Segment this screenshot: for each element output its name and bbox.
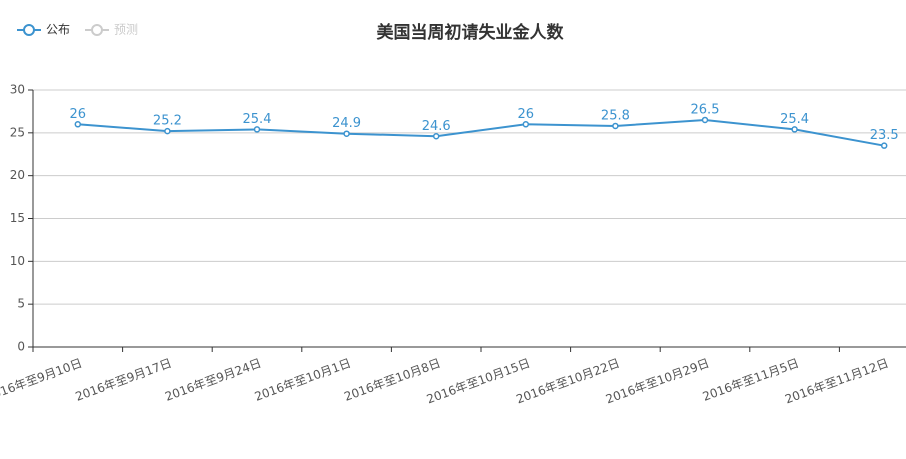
- data-label: 24.6: [422, 119, 451, 134]
- y-tick-label: 25: [10, 125, 25, 139]
- y-tick-label: 20: [10, 168, 25, 182]
- point: [522, 121, 530, 128]
- x-tick-label: 2016年至10月1日: [253, 356, 353, 404]
- y-tick-label: 10: [10, 254, 25, 268]
- point: [880, 142, 888, 149]
- point: [164, 127, 171, 135]
- data-label: 25.8: [601, 108, 630, 123]
- legend-label: 公布: [46, 23, 70, 37]
- series-line: [77, 118, 885, 147]
- data-label: 25.4: [780, 112, 809, 127]
- point: [701, 116, 709, 124]
- chart-title: 美国当周初请失业金人数: [377, 22, 565, 43]
- y-tick-label: 30: [10, 83, 25, 97]
- x-tick-label: 2016年至9月24日: [163, 356, 263, 404]
- data-label: 25.4: [243, 112, 272, 127]
- y-tick-label: 5: [17, 297, 25, 311]
- x-tick-label: 2016年至10月29日: [604, 356, 711, 406]
- point: [343, 130, 350, 137]
- data-label: 25.2: [153, 114, 182, 129]
- x-tick-label: 2016年至9月17日: [74, 356, 174, 404]
- data-label: 26: [518, 107, 535, 122]
- x-tick-label: 2016年至9月10日: [0, 356, 84, 404]
- point: [612, 122, 619, 130]
- y-tick-label: 0: [17, 340, 25, 354]
- point: [791, 126, 798, 133]
- point: [253, 126, 261, 133]
- point: [74, 121, 82, 128]
- data-label: 24.9: [332, 116, 361, 131]
- data-label: 26: [70, 107, 87, 122]
- point: [432, 133, 440, 140]
- data-label: 26.5: [691, 102, 720, 117]
- legend-marker: [91, 24, 103, 36]
- data-label: 23.5: [870, 128, 899, 143]
- legend-marker: [23, 24, 35, 36]
- legend-label: 预测: [114, 23, 138, 37]
- x-tick-label: 2016年至11月12日: [783, 356, 890, 406]
- y-tick-label: 15: [10, 211, 25, 225]
